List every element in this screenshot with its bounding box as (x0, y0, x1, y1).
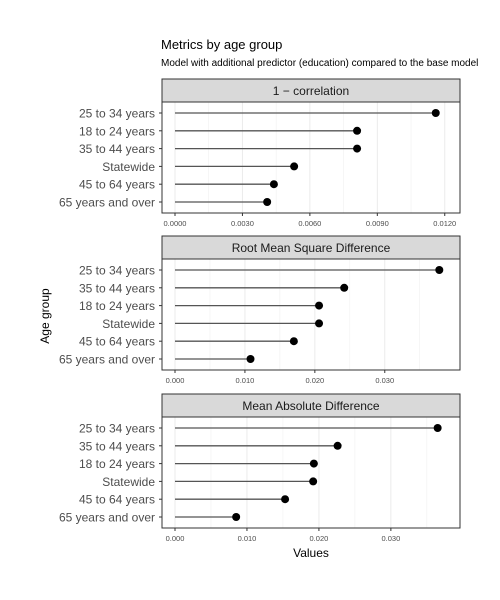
lollipop-point (433, 424, 442, 432)
lollipop-point (431, 109, 440, 117)
lollipop-point (263, 198, 272, 206)
lollipop-point (246, 355, 255, 363)
x-tick-label: 0.0090 (366, 219, 389, 228)
lollipop-point (353, 126, 362, 135)
y-tick-label: 18 to 24 years (79, 124, 155, 138)
y-tick-label: 25 to 34 years (79, 264, 155, 278)
panel-border (161, 416, 461, 529)
y-tick-label: Statewide (102, 475, 155, 489)
x-tick-label: 0.010 (238, 534, 257, 543)
lollipop-point (269, 180, 278, 189)
x-tick-label: 0.0030 (231, 219, 254, 228)
panel-background (162, 102, 460, 213)
lollipop-point (309, 459, 318, 468)
lollipop-point (315, 319, 324, 328)
chart-subtitle: Model with additional predictor (educati… (161, 58, 479, 69)
lollipop-point (232, 513, 241, 521)
x-tick-label: 0.000 (166, 534, 185, 543)
x-tick-label: 0.0120 (433, 219, 456, 228)
chart-title: Metrics by age group (161, 37, 283, 52)
y-tick-label: 25 to 34 years (79, 422, 155, 436)
lollipop-point (435, 266, 444, 274)
y-tick-label: 65 years and over (59, 511, 155, 525)
y-tick-label: 45 to 64 years (79, 178, 155, 192)
x-tick-label: 0.020 (305, 376, 324, 385)
panel: Root Mean Square Difference 25 to 34 year… (59, 235, 461, 385)
x-tick-label: 0.000 (166, 376, 185, 385)
y-tick-label: 65 years and over (59, 353, 155, 367)
y-tick-label: 45 to 64 years (79, 493, 155, 507)
lollipop-point (290, 162, 299, 171)
panel-border (161, 101, 461, 214)
lollipop-point (315, 301, 324, 310)
y-axis-label: Age group (38, 288, 52, 344)
panel: Mean Absolute Difference 25 to 34 years 35… (59, 393, 461, 543)
x-tick-label: 0.010 (236, 376, 255, 385)
y-tick-label: 35 to 44 years (79, 142, 155, 156)
panel-strip-label: Root Mean Square Difference (232, 241, 391, 255)
y-tick-label: 65 years and over (59, 196, 155, 210)
x-tick-label: 0.020 (310, 534, 329, 543)
y-tick-label: 35 to 44 years (79, 439, 155, 453)
x-tick-label: 0.030 (381, 534, 400, 543)
panel: 1 − correlation 25 to 34 years 18 to 24 ye… (59, 78, 461, 228)
y-tick-label: 35 to 44 years (79, 281, 155, 295)
lollipop-point (353, 144, 362, 153)
lollipop-point (309, 477, 318, 486)
y-tick-label: Statewide (102, 317, 155, 331)
y-tick-label: 25 to 34 years (79, 107, 155, 121)
panel-strip-label: Mean Absolute Difference (242, 399, 380, 413)
x-tick-label: 0.0060 (298, 219, 321, 228)
panel-strip-label: 1 − correlation (273, 84, 349, 98)
panel-background (162, 259, 460, 370)
lollipop-point (289, 337, 298, 346)
lollipop-point (281, 495, 290, 504)
x-tick-label: 0.0000 (164, 219, 187, 228)
y-tick-label: 18 to 24 years (79, 457, 155, 471)
lollipop-point (340, 283, 349, 292)
panel-background (162, 417, 460, 528)
lollipop-point (333, 441, 342, 450)
x-tick-label: 0.030 (375, 376, 394, 385)
x-axis-label: Values (293, 546, 329, 560)
y-tick-label: 45 to 64 years (79, 335, 155, 349)
chart-panels: 1 − correlation 25 to 34 years 18 to 24 ye… (59, 78, 461, 543)
y-tick-label: 18 to 24 years (79, 299, 155, 313)
panel-border (161, 258, 461, 371)
y-tick-label: Statewide (102, 160, 155, 174)
